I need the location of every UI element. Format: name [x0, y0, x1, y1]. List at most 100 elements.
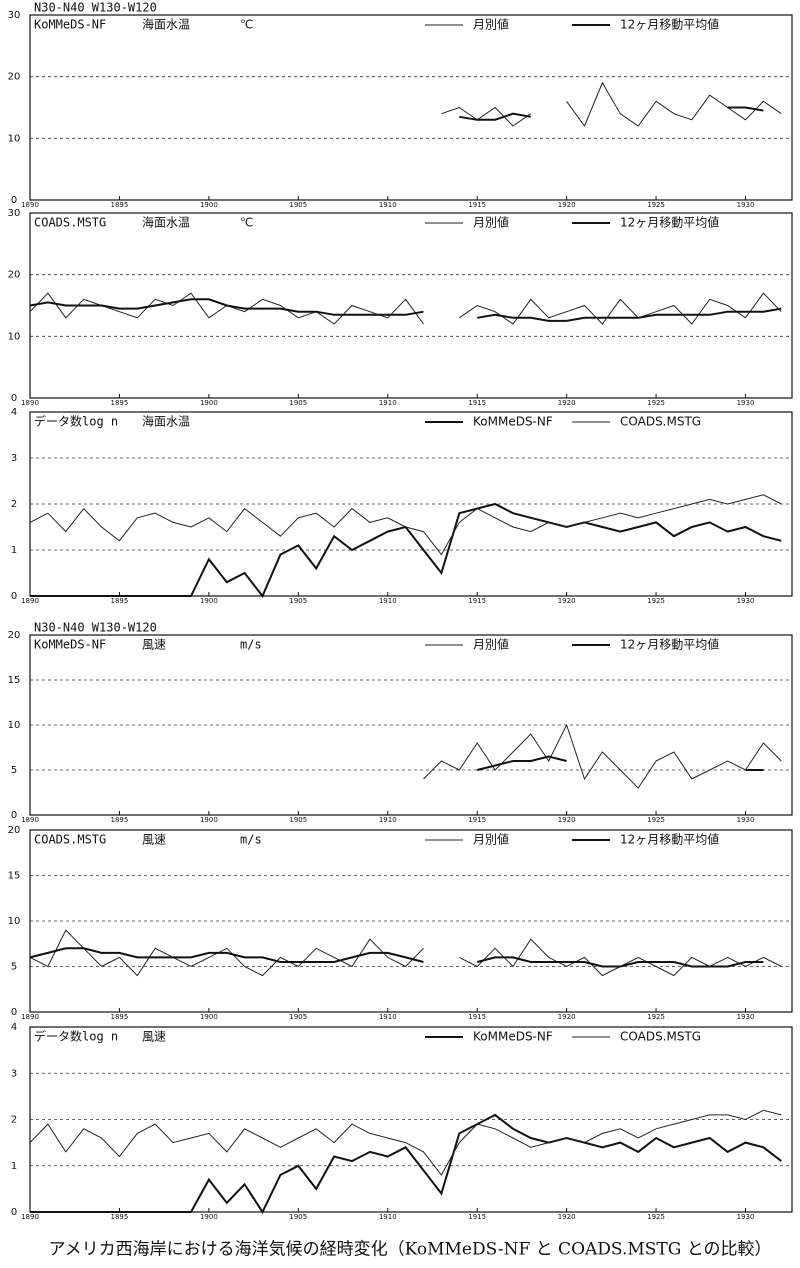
y-tick-label: 0	[11, 195, 17, 206]
legend-label: 12ヶ月移動平均値	[620, 215, 719, 230]
x-tick-label: 1895	[111, 816, 129, 824]
series-line	[29, 929, 782, 977]
x-tick-label: 1890	[21, 399, 39, 407]
legend-label: 月別値	[473, 17, 509, 32]
x-tick-label: 1910	[379, 1213, 397, 1221]
y-tick-label: 3	[11, 1068, 17, 1079]
variable-label: 風速	[142, 638, 166, 652]
series-line	[423, 723, 782, 789]
dataset-label: COADS.MSTG	[34, 216, 106, 230]
x-tick-label: 1920	[558, 1213, 576, 1221]
variable-label: 風速	[142, 833, 166, 847]
x-tick-label: 1895	[111, 201, 129, 209]
caption: アメリカ西海岸における海洋気候の経時変化（KoMMeDS-NF と COADS.…	[48, 1240, 771, 1260]
x-tick-label: 1910	[379, 201, 397, 209]
variable-label: 海面水温	[142, 215, 190, 230]
variable-label: 海面水温	[142, 414, 190, 429]
y-tick-label: 5	[11, 962, 17, 973]
y-tick-label: 10	[8, 331, 21, 342]
x-tick-label: 1900	[200, 816, 218, 824]
variable-label: 風速	[142, 1030, 166, 1044]
y-tick-label: 20	[8, 270, 21, 281]
x-tick-label: 1905	[289, 816, 307, 824]
x-tick-label: 1900	[200, 1213, 218, 1221]
plot-frame	[29, 14, 793, 201]
series-line	[29, 494, 782, 556]
series-line	[441, 81, 782, 128]
unit-label: ℃	[240, 18, 253, 32]
dataset-label: データ数log n	[34, 414, 118, 429]
x-tick-label: 1900	[200, 201, 218, 209]
x-tick-label: 1925	[647, 1213, 665, 1221]
x-tick-label: 1925	[647, 1013, 665, 1021]
legend-label: 月別値	[473, 832, 509, 847]
legend-label: 12ヶ月移動平均値	[620, 832, 719, 847]
x-tick-label: 1915	[468, 1013, 486, 1021]
y-tick-label: 30	[8, 208, 21, 219]
x-tick-label: 1900	[200, 399, 218, 407]
x-tick-label: 1930	[737, 816, 755, 824]
y-tick-label: 15	[8, 675, 21, 686]
dataset-label: KoMMeDS-NF	[34, 18, 106, 32]
x-tick-label: 1925	[647, 399, 665, 407]
unit-label: ℃	[240, 216, 253, 230]
legend-label: 月別値	[473, 637, 509, 652]
y-tick-label: 0	[11, 1007, 17, 1018]
legend-label: 月別値	[473, 215, 509, 230]
x-tick-label: 1930	[737, 1213, 755, 1221]
y-tick-label: 4	[11, 1022, 17, 1033]
y-tick-label: 10	[8, 916, 21, 927]
x-tick-label: 1905	[289, 399, 307, 407]
x-tick-label: 1890	[21, 816, 39, 824]
x-tick-label: 1925	[647, 201, 665, 209]
y-tick-label: 3	[11, 453, 17, 464]
y-tick-label: 0	[11, 810, 17, 821]
x-tick-label: 1915	[468, 1213, 486, 1221]
y-tick-label: 2	[11, 1115, 17, 1126]
plot-frame	[29, 212, 793, 399]
y-tick-label: 2	[11, 499, 17, 510]
x-tick-label: 1915	[468, 597, 486, 605]
x-tick-label: 1910	[379, 597, 397, 605]
unit-label: m/s	[240, 833, 262, 847]
y-tick-label: 0	[11, 591, 17, 602]
variable-label: 海面水温	[142, 17, 190, 32]
x-tick-label: 1905	[289, 1213, 307, 1221]
x-tick-label: 1895	[111, 1013, 129, 1021]
x-tick-label: 1890	[21, 1213, 39, 1221]
x-tick-label: 1890	[21, 201, 39, 209]
unit-label: m/s	[240, 638, 262, 652]
x-tick-label: 1920	[558, 597, 576, 605]
x-tick-label: 1910	[379, 1013, 397, 1021]
y-tick-label: 20	[8, 72, 21, 83]
x-tick-label: 1890	[21, 1013, 39, 1021]
y-tick-label: 0	[11, 1207, 17, 1218]
x-tick-label: 1900	[200, 597, 218, 605]
x-tick-label: 1925	[647, 816, 665, 824]
y-tick-label: 20	[8, 825, 21, 836]
x-tick-label: 1890	[21, 597, 39, 605]
x-tick-label: 1895	[111, 1213, 129, 1221]
legend-label: COADS.MSTG	[620, 415, 701, 429]
x-tick-label: 1895	[111, 597, 129, 605]
x-tick-label: 1920	[558, 399, 576, 407]
x-tick-label: 1930	[737, 201, 755, 209]
y-tick-label: 10	[8, 133, 21, 144]
y-tick-label: 4	[11, 407, 17, 418]
x-tick-label: 1930	[737, 399, 755, 407]
series-line	[476, 755, 764, 771]
x-tick-label: 1910	[379, 399, 397, 407]
y-tick-label: 0	[11, 393, 17, 404]
series-line	[29, 947, 764, 968]
x-tick-label: 1915	[468, 201, 486, 209]
x-tick-label: 1895	[111, 399, 129, 407]
series-line	[30, 1113, 782, 1215]
legend-label: 12ヶ月移動平均値	[620, 637, 719, 652]
y-tick-label: 10	[8, 720, 21, 731]
legend-label: 12ヶ月移動平均値	[620, 17, 719, 32]
x-tick-label: 1920	[558, 201, 576, 209]
region-label: N30-N40 W130-W120	[34, 621, 157, 635]
x-tick-label: 1930	[737, 597, 755, 605]
y-tick-label: 1	[11, 545, 17, 556]
x-tick-label: 1930	[737, 1013, 755, 1021]
